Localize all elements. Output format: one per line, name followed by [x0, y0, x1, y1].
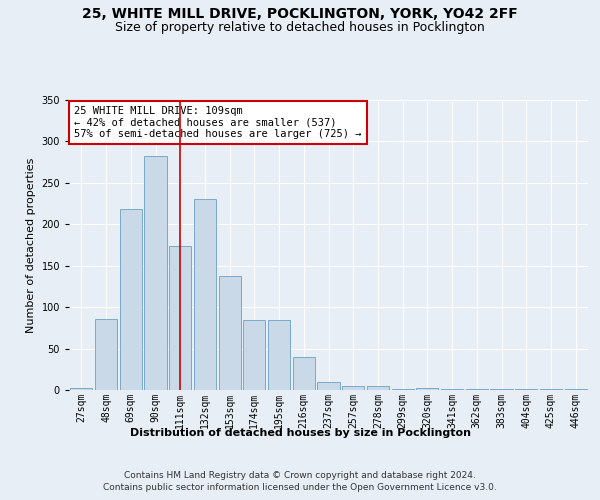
Text: Distribution of detached houses by size in Pocklington: Distribution of detached houses by size … — [130, 428, 470, 438]
Bar — [565, 389, 587, 390]
Text: Contains public sector information licensed under the Open Government Licence v3: Contains public sector information licen… — [103, 483, 497, 492]
Text: 25 WHITE MILL DRIVE: 109sqm
← 42% of detached houses are smaller (537)
57% of se: 25 WHITE MILL DRIVE: 109sqm ← 42% of det… — [74, 106, 362, 139]
Text: 25, WHITE MILL DRIVE, POCKLINGTON, YORK, YO42 2FF: 25, WHITE MILL DRIVE, POCKLINGTON, YORK,… — [82, 8, 518, 22]
Bar — [70, 388, 92, 390]
Bar — [342, 386, 364, 390]
Bar — [515, 389, 538, 390]
Bar — [441, 389, 463, 390]
Bar — [540, 389, 562, 390]
Bar — [367, 386, 389, 390]
Bar — [218, 276, 241, 390]
Bar — [95, 318, 117, 390]
Bar — [243, 320, 265, 390]
Bar — [317, 382, 340, 390]
Bar — [293, 357, 315, 390]
Bar — [119, 208, 142, 390]
Bar — [268, 320, 290, 390]
Text: Contains HM Land Registry data © Crown copyright and database right 2024.: Contains HM Land Registry data © Crown c… — [124, 470, 476, 480]
Bar — [416, 388, 439, 390]
Text: Size of property relative to detached houses in Pocklington: Size of property relative to detached ho… — [115, 22, 485, 35]
Bar — [169, 246, 191, 390]
Bar — [145, 156, 167, 390]
Bar — [466, 389, 488, 390]
Bar — [194, 198, 216, 390]
Y-axis label: Number of detached properties: Number of detached properties — [26, 158, 36, 332]
Bar — [392, 389, 414, 390]
Bar — [490, 389, 512, 390]
